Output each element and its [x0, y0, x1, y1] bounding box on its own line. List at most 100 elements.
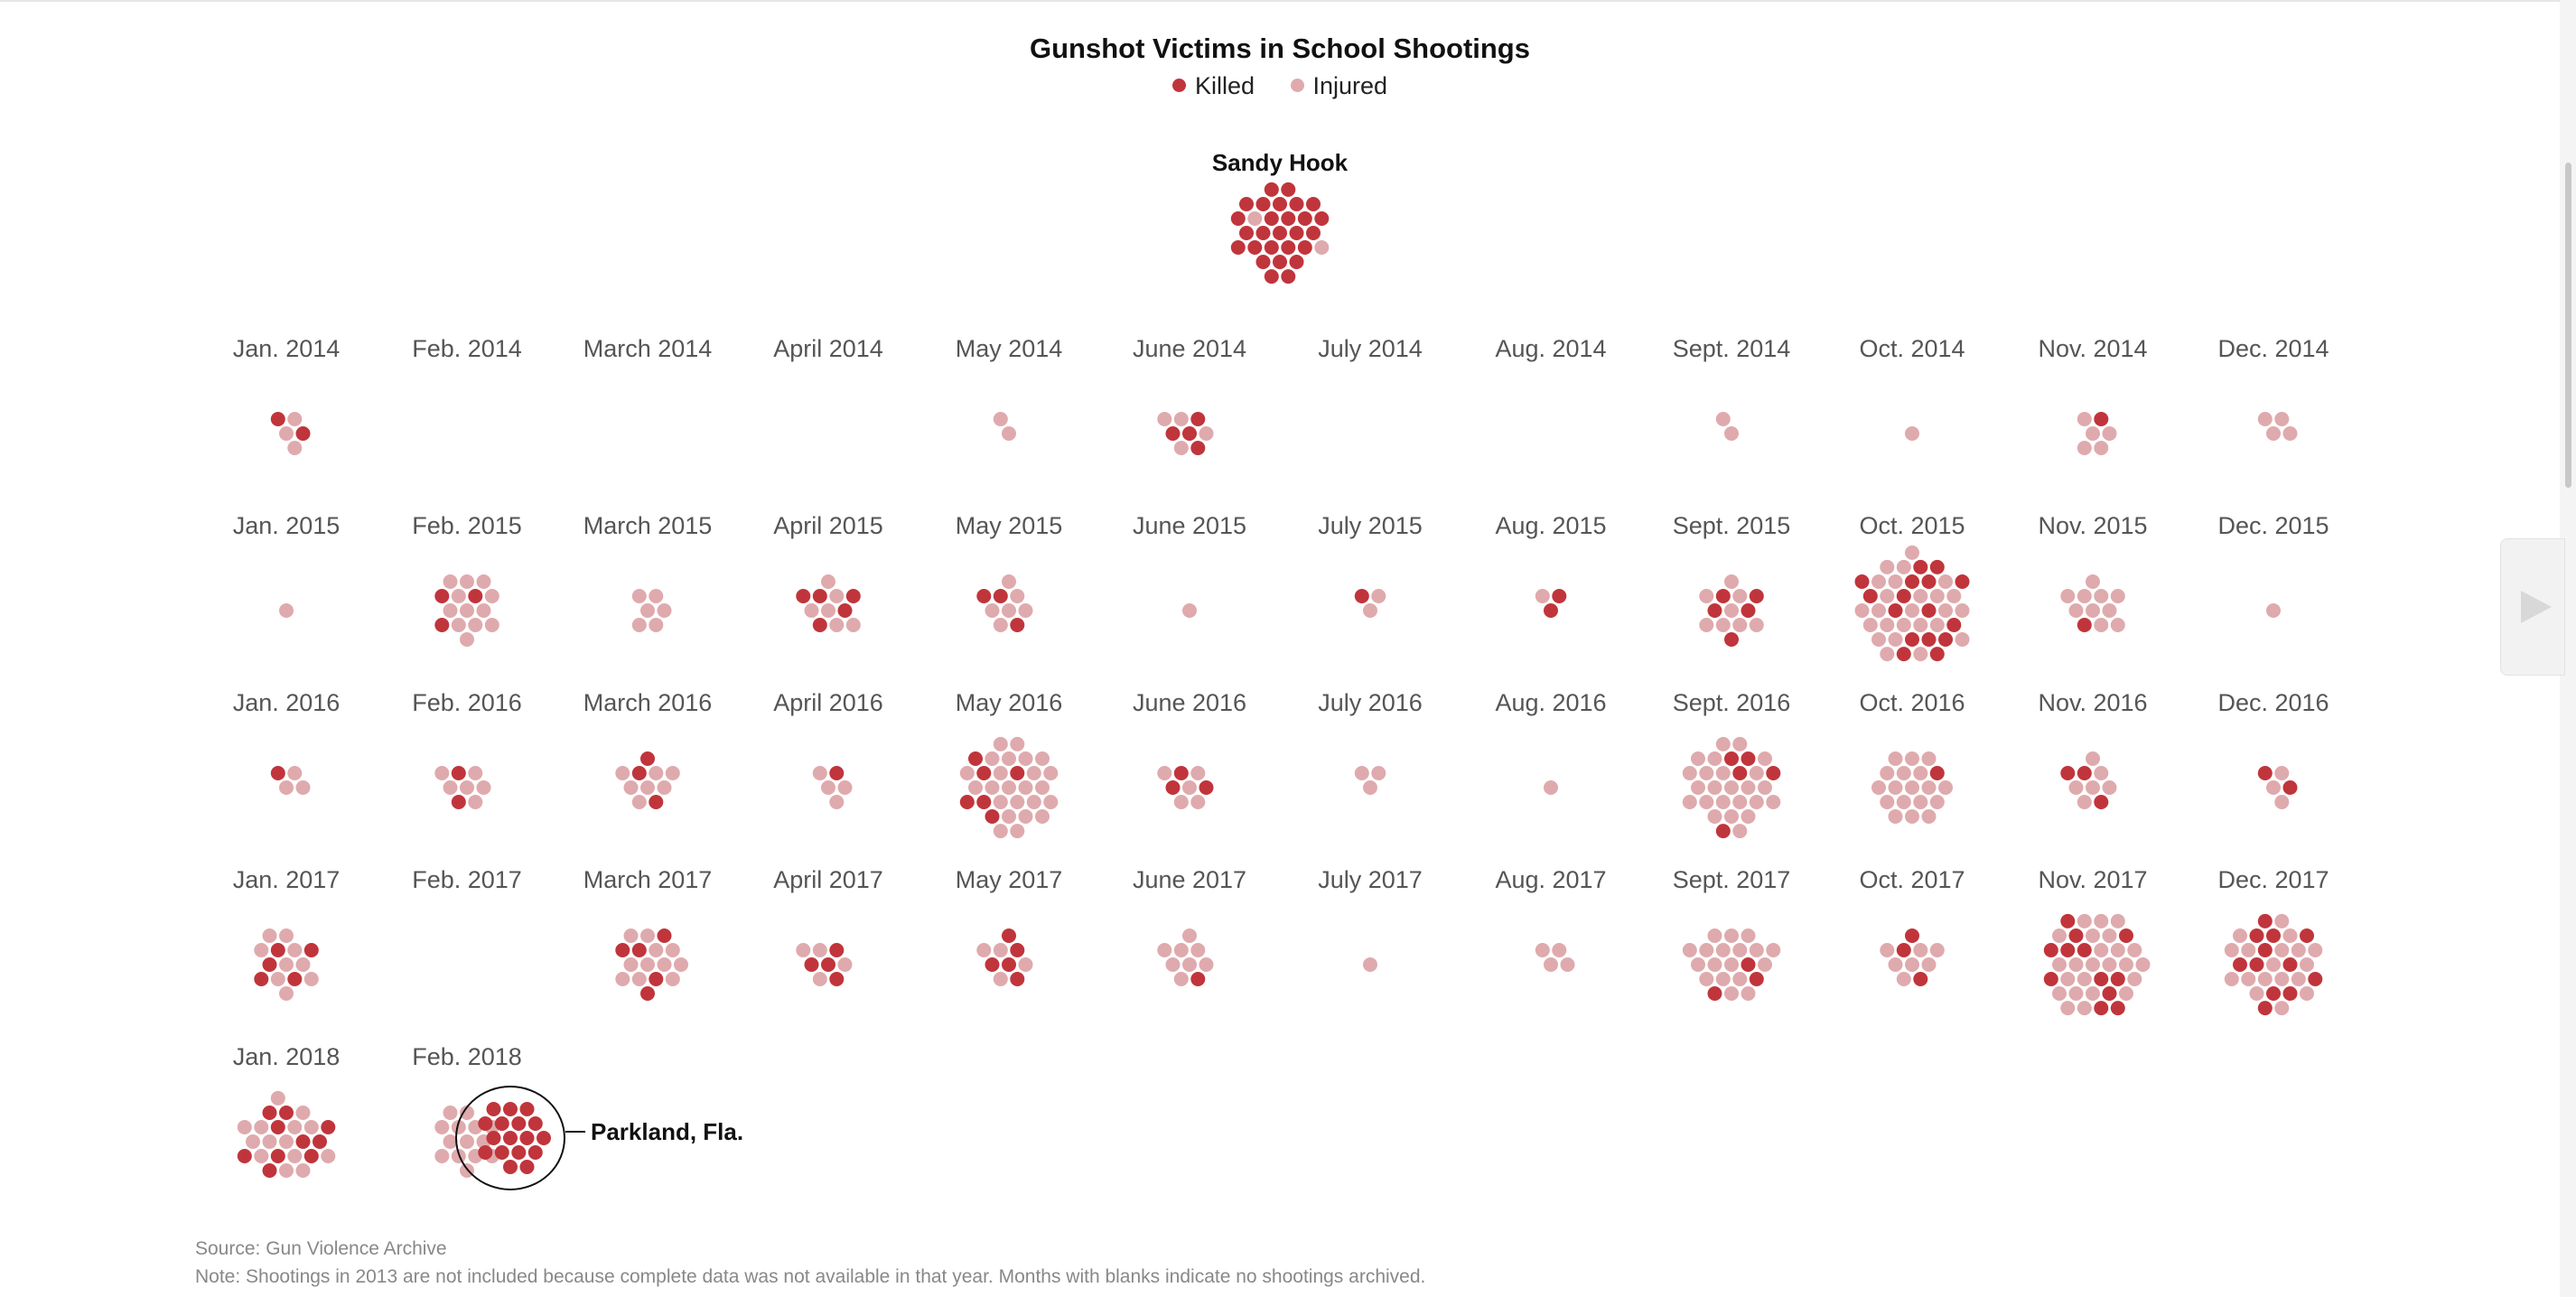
next-button[interactable]	[2500, 538, 2565, 676]
injured-dot	[985, 751, 1000, 766]
killed-dot	[845, 589, 861, 603]
month-label: Jan. 2017	[233, 866, 341, 893]
killed-dot	[1929, 647, 1945, 662]
injured-dot	[460, 780, 474, 795]
killed-dot	[1905, 574, 1919, 589]
chart-title: Gunshot Victims in School Shootings	[1029, 33, 1530, 64]
injured-dot	[2094, 943, 2109, 957]
killed-dot	[1354, 589, 1369, 603]
injured-dot	[1724, 986, 1739, 1001]
injured-dot	[1938, 574, 1953, 589]
injured-dot	[1732, 824, 1748, 839]
month-cluster	[1682, 736, 1781, 839]
injured-dot	[976, 943, 992, 957]
injured-dot	[2291, 943, 2306, 957]
month-label: July 2017	[1318, 866, 1423, 893]
killed-dot	[1289, 255, 1304, 269]
injured-dot	[2119, 957, 2133, 972]
injured-dot	[1929, 618, 1945, 632]
injured-dot	[1896, 618, 1911, 632]
injured-dot	[2086, 603, 2100, 618]
injured-dot	[2274, 913, 2290, 928]
killed-dot	[527, 1145, 543, 1160]
killed-dot	[511, 1145, 527, 1160]
killed-dot	[1255, 255, 1271, 269]
injured-dot	[1691, 780, 1705, 795]
month-label: April 2016	[773, 689, 883, 716]
injured-dot	[1724, 574, 1739, 589]
injured-dot	[1724, 928, 1739, 943]
month-cluster	[2077, 412, 2117, 455]
injured-dot	[2102, 426, 2117, 441]
killed-dot	[237, 1149, 252, 1163]
month-label: Dec. 2015	[2217, 512, 2329, 539]
injured-dot	[295, 1163, 311, 1178]
injured-dot	[1758, 957, 1772, 972]
injured-dot	[287, 412, 303, 426]
injured-dot	[1766, 795, 1781, 809]
injured-dot	[287, 441, 303, 455]
injured-dot	[1880, 589, 1895, 603]
killed-dot	[1715, 589, 1731, 603]
killed-dot	[503, 1131, 518, 1145]
injured-dot	[985, 780, 1000, 795]
injured-dot	[2068, 957, 2084, 972]
injured-dot	[2300, 957, 2314, 972]
killed-dot	[1289, 226, 1304, 240]
scrollbar-thumb[interactable]	[2565, 163, 2571, 488]
month-label: April 2015	[773, 512, 883, 539]
injured-dot	[2127, 943, 2142, 957]
month-cluster	[1535, 589, 1567, 618]
injured-dot	[1741, 986, 1756, 1001]
killed-dot	[313, 1134, 327, 1149]
killed-dot	[486, 1131, 501, 1145]
injured-dot	[2110, 618, 2125, 632]
killed-dot	[2300, 928, 2314, 943]
killed-dot	[1741, 751, 1756, 766]
month-cluster	[1544, 780, 1558, 795]
killed-dot	[631, 766, 647, 780]
injured-dot	[649, 766, 664, 780]
killed-dot	[812, 589, 827, 603]
killed-dot	[615, 943, 630, 957]
injured-dot	[1535, 589, 1550, 603]
month-cluster	[2043, 913, 2151, 1016]
injured-dot	[2077, 795, 2092, 809]
killed-dot	[1255, 197, 1271, 211]
killed-dot	[2282, 780, 2298, 795]
injured-dot	[1880, 943, 1895, 957]
injured-dot	[631, 618, 647, 632]
injured-dot	[2086, 780, 2100, 795]
month-cluster	[812, 766, 853, 809]
killed-dot	[2257, 913, 2273, 928]
month-label: Dec. 2014	[2217, 335, 2329, 362]
injured-dot	[460, 1134, 474, 1149]
month-cluster	[434, 574, 499, 647]
month-label: Nov. 2015	[2038, 512, 2147, 539]
injured-dot	[1854, 603, 1870, 618]
injured-dot	[2266, 426, 2281, 441]
killed-dot	[270, 1120, 285, 1134]
month-cluster	[254, 928, 319, 1001]
scrollbar-track[interactable]	[2560, 0, 2576, 1297]
injured-dot	[279, 780, 294, 795]
killed-dot	[2110, 972, 2125, 986]
month-label: Oct. 2016	[1859, 689, 1965, 716]
injured-dot	[443, 574, 458, 589]
killed-dot	[2094, 795, 2109, 809]
month-label: March 2014	[583, 335, 713, 362]
month-label: Dec. 2016	[2217, 689, 2329, 716]
injured-dot	[812, 766, 827, 780]
month-cluster	[976, 928, 1033, 986]
injured-dot	[1715, 972, 1731, 986]
injured-dot	[2052, 957, 2067, 972]
killed-dot	[1306, 197, 1321, 211]
killed-dot	[2249, 957, 2264, 972]
injured-dot	[1371, 589, 1386, 603]
injured-dot	[2282, 426, 2298, 441]
injured-dot	[1871, 603, 1886, 618]
injured-dot	[1880, 647, 1895, 662]
injured-dot	[665, 766, 680, 780]
injured-dot	[665, 972, 680, 986]
injured-dot	[993, 412, 1008, 426]
